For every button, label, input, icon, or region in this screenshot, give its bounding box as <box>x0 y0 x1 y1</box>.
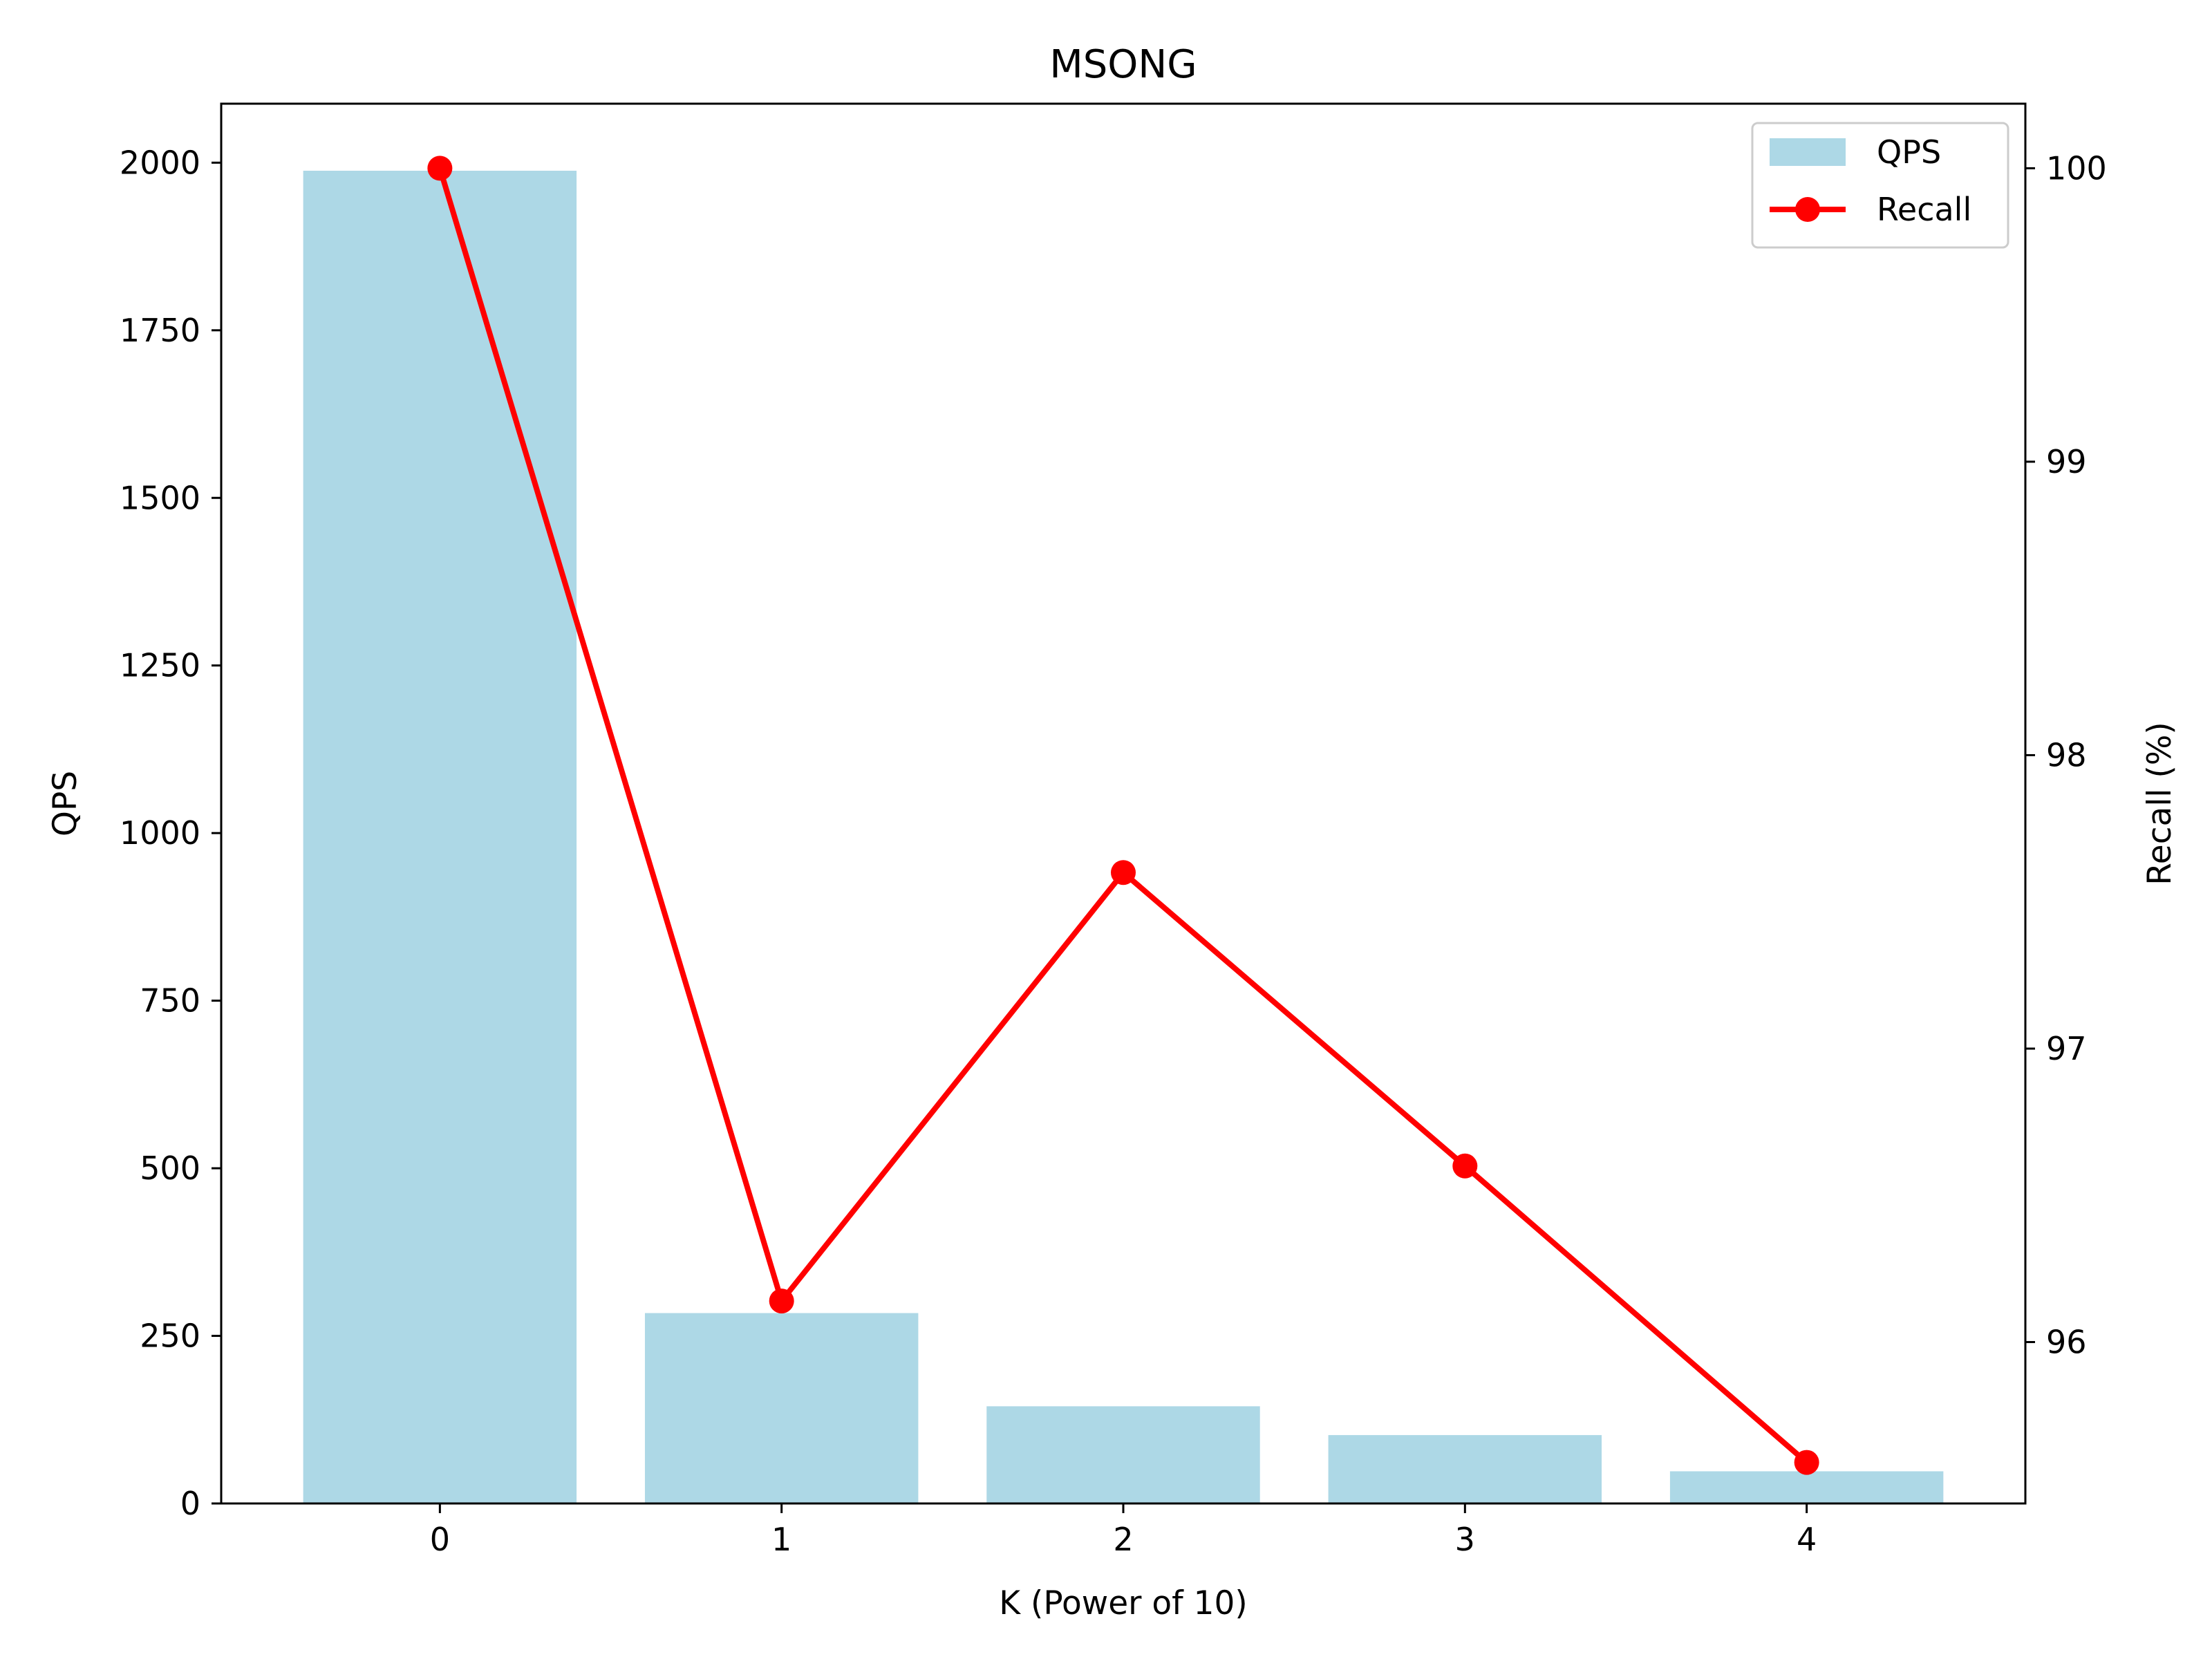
y-tick-label-right: 98 <box>2046 736 2087 774</box>
y-axis-label-left: QPS <box>46 771 84 836</box>
y-tick-label-left: 0 <box>180 1485 200 1522</box>
y-tick-label-right: 96 <box>2046 1324 2087 1361</box>
bar-4 <box>1669 1471 1944 1503</box>
y-tick-label-left: 1000 <box>120 814 200 852</box>
y-tick-label-left: 1250 <box>120 647 200 684</box>
legend-marker-recall <box>1795 197 1820 222</box>
recall-point-3 <box>1452 1153 1478 1179</box>
y-tick-label-right: 99 <box>2046 443 2087 480</box>
x-tick-label: 3 <box>1455 1521 1475 1558</box>
x-tick-label: 0 <box>430 1521 450 1558</box>
chart-title: MSONG <box>1049 42 1197 87</box>
recall-point-0 <box>427 156 453 181</box>
recall-point-2 <box>1111 860 1136 885</box>
recall-line-group <box>427 156 1819 1475</box>
legend-swatch-qps <box>1770 138 1846 166</box>
x-tick-label: 1 <box>771 1521 791 1558</box>
legend-label-qps: QPS <box>1877 133 1941 171</box>
y-tick-label-left: 2000 <box>120 144 200 181</box>
y-tick-label-left: 500 <box>140 1150 200 1187</box>
recall-point-1 <box>769 1288 794 1314</box>
legend: QPS Recall <box>1751 122 2009 249</box>
legend-label-recall: Recall <box>1877 191 1971 228</box>
y-tick-label-left: 750 <box>140 982 200 1020</box>
y-tick-label-left: 250 <box>140 1318 200 1355</box>
y-tick-label-left: 1750 <box>120 312 200 349</box>
axes: 0 1 2 3 4 0 250 500 750 1000 1250 1500 1750 2000 96 97 9… <box>120 102 2107 1558</box>
qps-bars <box>303 170 1944 1503</box>
y-tick-label-right: 100 <box>2046 149 2107 187</box>
y-tick-label-left: 1500 <box>120 479 200 516</box>
x-tick-label: 2 <box>1113 1521 1133 1558</box>
x-axis-label: K (Power of 10) <box>999 1584 1248 1622</box>
bar-2 <box>986 1406 1260 1503</box>
x-tick-label: 4 <box>1797 1521 1817 1558</box>
y-tick-label-right: 97 <box>2046 1030 2087 1067</box>
y-axis-label-right: Recall (%) <box>2141 722 2179 885</box>
recall-point-4 <box>1794 1450 1819 1475</box>
bar-3 <box>1328 1435 1602 1503</box>
bar-1 <box>644 1313 919 1503</box>
bar-0 <box>303 170 577 1503</box>
